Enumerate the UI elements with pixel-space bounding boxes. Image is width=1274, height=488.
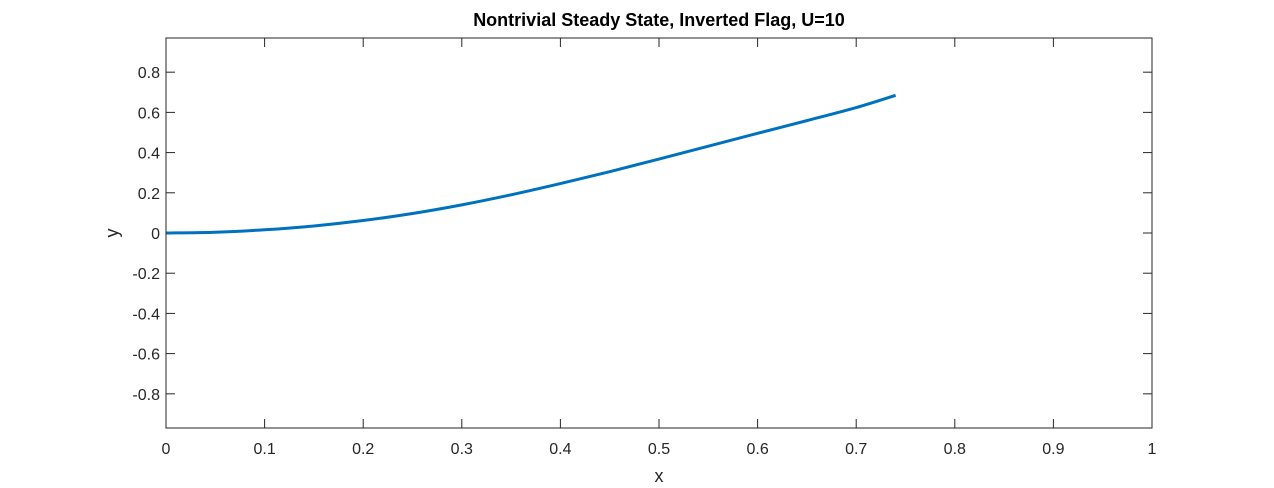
y-tick-label: -0.8: [132, 387, 160, 404]
x-tick-label: 0.7: [845, 441, 867, 458]
x-tick-label: 0: [162, 441, 171, 458]
y-axis-label: y: [102, 229, 122, 238]
chart-title: Nontrivial Steady State, Inverted Flag, …: [473, 10, 845, 30]
y-tick-label: 0.8: [138, 65, 160, 82]
y-ticks: 0.8 0.6 0.4 0.2 0 -0.2 -0.4 -0.6 -0.8: [132, 65, 1152, 404]
y-tick-label: 0.6: [138, 105, 160, 122]
x-tick-label: 1: [1148, 441, 1157, 458]
plot-area: [166, 38, 1152, 428]
y-tick-label: 0.4: [138, 146, 160, 163]
y-tick-label: -0.6: [132, 347, 160, 364]
axes-box: [165, 37, 1153, 429]
y-tick-label: 0.2: [138, 186, 160, 203]
x-tick-label: 0.8: [944, 441, 966, 458]
x-tick-label: 0.5: [648, 441, 670, 458]
y-tick-label: -0.2: [132, 266, 160, 283]
y-tick-label: 0: [151, 226, 160, 243]
x-axis-label: x: [655, 466, 664, 486]
series-layer: [165, 93, 897, 235]
x-ticks: 0 0.1 0.2 0.3 0.4 0.5 0.6 0.7 0.8 0.9 1: [162, 38, 1157, 458]
x-tick-label: 0.4: [549, 441, 571, 458]
x-tick-label: 0.1: [253, 441, 275, 458]
x-tick-label: 0.9: [1042, 441, 1064, 458]
y-tick-label: -0.4: [132, 306, 160, 323]
x-tick-label: 0.3: [451, 441, 473, 458]
x-tick-label: 0.2: [352, 441, 374, 458]
x-tick-label: 0.6: [746, 441, 768, 458]
series-line: [165, 93, 897, 235]
